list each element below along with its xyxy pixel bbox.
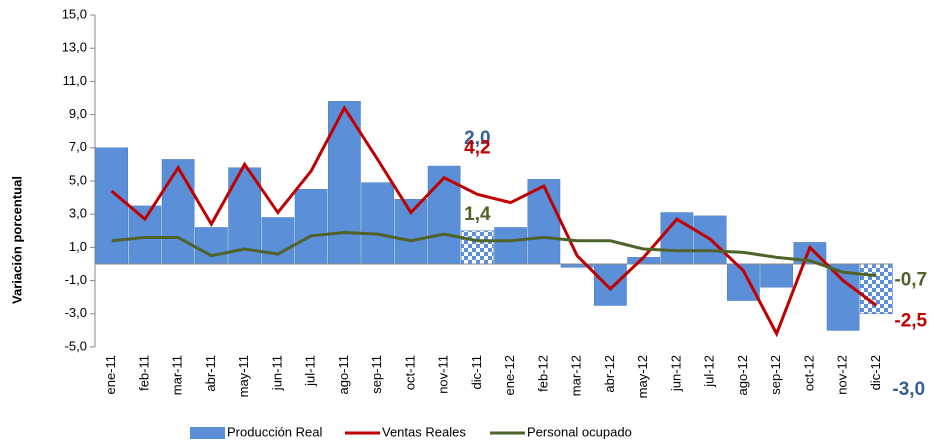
- x-tick-label: ago-12: [735, 355, 750, 395]
- bar: [161, 159, 195, 265]
- line-series: [110, 104, 878, 338]
- x-tick-label: dic-12: [868, 355, 883, 390]
- x-tick-label: ene-12: [502, 355, 517, 395]
- x-tick-label: oct-11: [402, 355, 417, 390]
- bar: [195, 227, 228, 265]
- y-tick-label: 1,0: [69, 239, 87, 254]
- x-tick-label: abr-12: [602, 355, 617, 393]
- x-tick-label: jun-12: [668, 355, 683, 392]
- bar: [860, 263, 893, 315]
- bar: [427, 165, 461, 265]
- line-series: [111, 230, 877, 278]
- x-tick-label: may-12: [635, 355, 650, 398]
- legend-label: Ventas Reales: [382, 424, 466, 439]
- value-label: 4,2: [464, 137, 490, 158]
- x-tick-label: oct-12: [801, 355, 816, 391]
- value-label: -0,7: [894, 270, 927, 291]
- x-tick-label: jul-12: [702, 355, 717, 388]
- y-tick-label: 15,0: [62, 6, 87, 21]
- y-tick-label: 11,0: [63, 73, 87, 88]
- legend-label: Producción Real: [227, 424, 322, 439]
- value-label: 1,4: [464, 204, 491, 225]
- bar: [294, 189, 328, 265]
- y-tick-label: 13,0: [62, 40, 87, 55]
- bar: [494, 227, 527, 265]
- bar: [361, 182, 394, 265]
- x-tick-label: mar-12: [569, 355, 584, 396]
- x-tick-label: dic-11: [469, 355, 484, 389]
- bar: [461, 230, 494, 265]
- y-tick-label: 7,0: [69, 139, 87, 154]
- value-label: -2,5: [894, 311, 927, 332]
- bar: [693, 215, 727, 265]
- y-tick-label: -3,0: [65, 305, 87, 320]
- x-tick-label: ago-11: [336, 355, 351, 395]
- bar: [760, 263, 793, 288]
- bar: [394, 199, 428, 265]
- y-tick-label: -5,0: [65, 338, 87, 353]
- y-tick-label: -1,0: [65, 272, 87, 287]
- y-tick-label: 5,0: [69, 172, 87, 187]
- legend-label: Personal ocupado: [527, 424, 632, 439]
- x-tick-label: jun-11: [269, 355, 284, 391]
- y-tick-label: 3,0: [69, 206, 87, 221]
- value-label: 2,0: [464, 128, 490, 149]
- y-tick-label: 9,0: [69, 106, 87, 121]
- bar: [594, 263, 627, 306]
- bar: [527, 179, 561, 265]
- x-tick-label: feb-12: [535, 355, 550, 392]
- x-tick-label: nov-11: [436, 355, 451, 394]
- bar: [826, 263, 860, 331]
- x-tick-label: sep-12: [768, 355, 783, 395]
- x-tick-label: jul-11: [303, 355, 318, 387]
- legend-swatch: [190, 427, 225, 439]
- x-tick-label: sep-11: [369, 355, 384, 394]
- bar: [261, 217, 295, 265]
- x-tick-label: may-11: [236, 355, 251, 397]
- x-tick-label: ene-11: [103, 355, 118, 395]
- x-tick-label: nov-12: [835, 355, 850, 395]
- x-tick-label: mar-11: [170, 355, 185, 395]
- bar: [128, 205, 162, 265]
- y-axis-title: Variación porcentual: [9, 176, 24, 304]
- x-tick-label: feb-11: [136, 355, 151, 391]
- bar: [95, 147, 128, 265]
- x-tick-label: abr-11: [203, 355, 218, 392]
- value-label: -3,0: [892, 379, 925, 400]
